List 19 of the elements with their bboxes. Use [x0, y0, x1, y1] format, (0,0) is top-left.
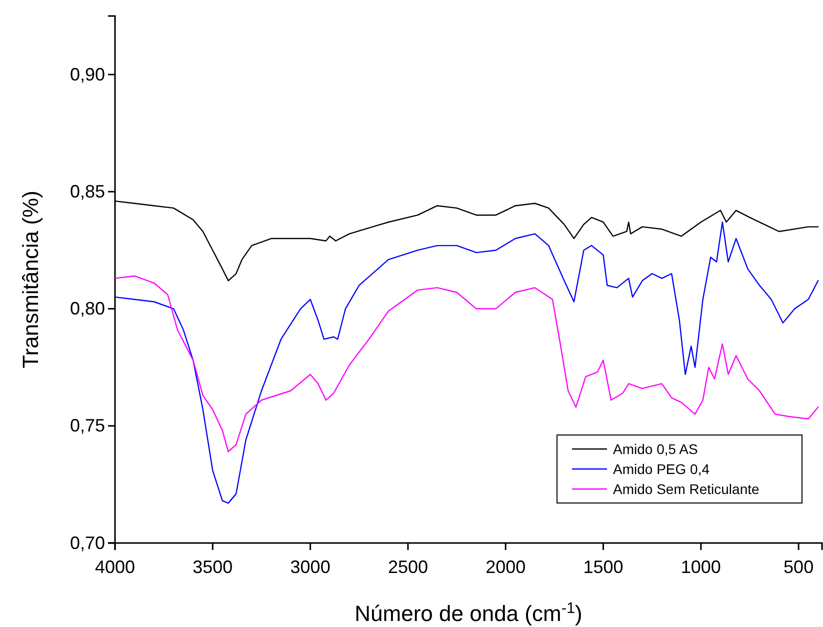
- line-series: [115, 222, 819, 504]
- legend-label: Amido Sem Reticulante: [613, 481, 760, 497]
- x-tick-label: 500: [784, 556, 814, 577]
- x-tick-label: 3000: [290, 556, 330, 577]
- y-tick-label: 0,70: [70, 532, 105, 553]
- y-tick-label: 0,80: [70, 298, 105, 319]
- y-tick-label: 0,90: [70, 64, 105, 84]
- x-tick-label: 2500: [388, 556, 428, 577]
- x-tick-label: 1000: [680, 556, 721, 577]
- legend-label: Amido 0,5 AS: [613, 441, 698, 457]
- x-tick-label: 3500: [192, 556, 233, 577]
- x-tick-label: 2000: [486, 556, 526, 577]
- legend-label: Amido PEG 0,4: [613, 461, 710, 477]
- x-tick-label: 4000: [94, 556, 136, 577]
- y-axis-title: Transmitância (%): [18, 190, 43, 368]
- y-tick-label: 0,85: [70, 181, 105, 202]
- x-tick-label: 1500: [583, 556, 624, 577]
- x-axis-title: Número de onda (cm$^{-1}$): [354, 600, 582, 626]
- y-tick-label: 0,75: [70, 416, 105, 436]
